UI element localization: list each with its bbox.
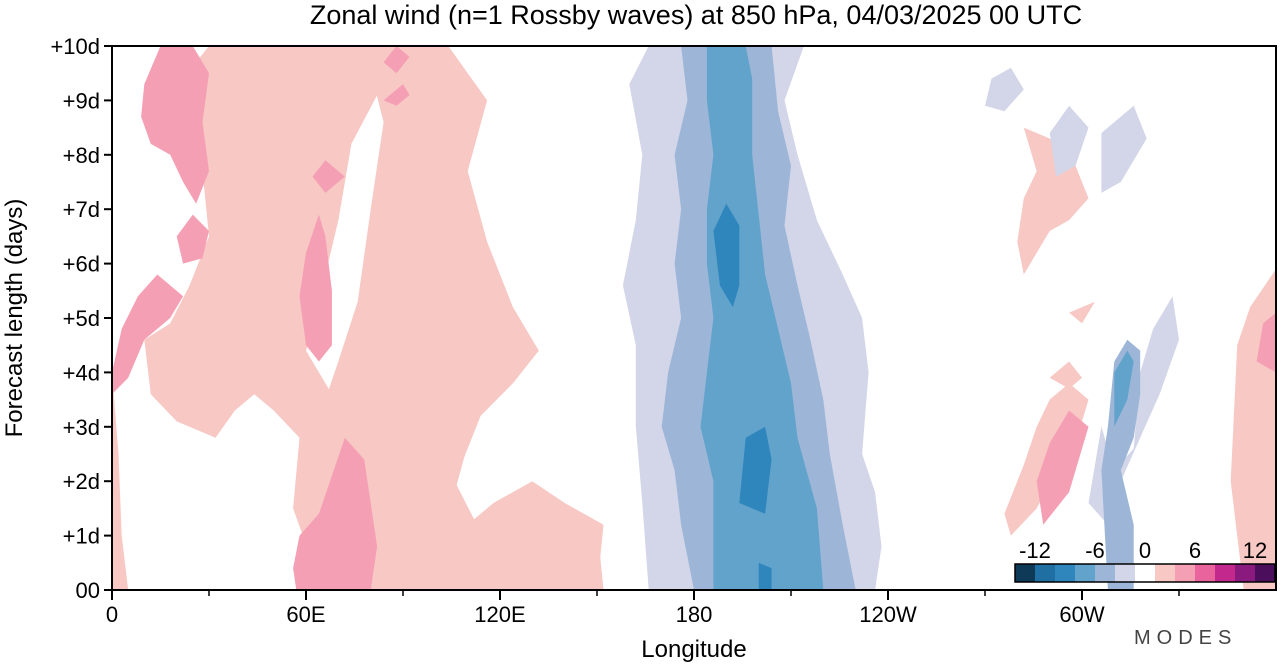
contour-region-neg8-27: [713, 203, 740, 308]
y-tick-label: +9d: [63, 88, 100, 113]
contour-region-neg4-23: [1101, 339, 1141, 590]
contour-region-pos4-20: [1036, 410, 1089, 525]
contour-region-neg8-26: [739, 426, 772, 514]
x-axis-ticks: 0 60E 120E 180 120W 60W: [106, 590, 1180, 627]
y-tick-label: +1d: [63, 524, 100, 549]
y-tick-label: +6d: [63, 252, 100, 277]
contour-region-pos4-13: [112, 274, 184, 395]
x-tick-label: 120E: [474, 602, 525, 627]
colorbar-swatch: [1115, 564, 1136, 582]
x-tick-label: 60E: [286, 602, 325, 627]
x-tick-label: 120W: [859, 602, 917, 627]
contour-region-pos2-4: [1049, 361, 1082, 389]
colorbar-swatch: [1155, 564, 1176, 582]
y-axis-ticks: 00 +1d +2d +3d +4d +5d +6d +7d +8d +9d +10d: [50, 34, 112, 603]
x-tick-label: 60W: [1059, 602, 1104, 627]
x-tick-label: 180: [676, 602, 713, 627]
y-axis-label: Forecast length (days): [1, 199, 28, 438]
y-tick-label: +4d: [63, 360, 100, 385]
contour-region-neg2-9: [985, 67, 1024, 112]
colorbar-label: 6: [1189, 538, 1201, 563]
contour-region-pos2-0: [112, 46, 604, 590]
contour-region-pos4-18: [383, 84, 410, 106]
colorbar-swatch: [1175, 564, 1196, 582]
contour-region-neg6-24: [700, 46, 824, 590]
contour-region-neg6-25: [1114, 350, 1134, 427]
contour-region-pos4-19: [383, 46, 410, 74]
y-tick-label: +2d: [63, 469, 100, 494]
colorbar-swatch: [1075, 564, 1096, 582]
colorbar-swatch: [1055, 564, 1076, 582]
colorbar: -12 -6 0 6 12: [1014, 538, 1276, 583]
contour-region-pos4-17: [312, 160, 345, 193]
colorbar-swatch: [1135, 564, 1156, 582]
contour-region-pos4-15: [293, 437, 378, 590]
contour-region-pos4-14: [176, 214, 209, 264]
modes-watermark: MODES: [1134, 627, 1237, 649]
contour-region-neg8-28: [758, 562, 772, 590]
contour-region-neg2-10: [1049, 105, 1089, 177]
y-tick-label: 00: [76, 578, 100, 603]
y-tick-label: +3d: [63, 415, 100, 440]
x-axis-label: Longitude: [641, 636, 746, 663]
colorbar-frame: [1014, 563, 1276, 583]
chart-title: Zonal wind (n=1 Rossby waves) at 850 hPa…: [310, 0, 1082, 30]
contour-region-pos4-21: [1256, 312, 1276, 373]
colorbar-swatch: [1235, 564, 1256, 582]
y-tick-label: +8d: [63, 143, 100, 168]
x-tick-label: 0: [106, 602, 118, 627]
colorbar-swatch: [1195, 564, 1216, 582]
colorbar-swatch: [1015, 564, 1036, 582]
contour-region-pos2-5: [1069, 301, 1095, 324]
colorbar-swatch: [1255, 564, 1276, 582]
colorbar-swatch: [1095, 564, 1116, 582]
contour-region-neg2-11: [1101, 105, 1147, 193]
colorbar-label: -12: [1019, 538, 1051, 563]
contour-region-pos4-16: [299, 214, 332, 362]
y-tick-label: +7d: [63, 197, 100, 222]
y-tick-label: +10d: [50, 34, 100, 59]
contour-fill-layer: [112, 46, 1276, 590]
colorbar-label: 0: [1139, 538, 1151, 563]
y-tick-label: +5d: [63, 306, 100, 331]
colorbar-label: 12: [1243, 538, 1267, 563]
colorbar-swatch: [1215, 564, 1236, 582]
colorbar-swatch: [1035, 564, 1056, 582]
colorbar-label: -6: [1085, 538, 1105, 563]
contour-region-pos4-12: [141, 46, 209, 204]
